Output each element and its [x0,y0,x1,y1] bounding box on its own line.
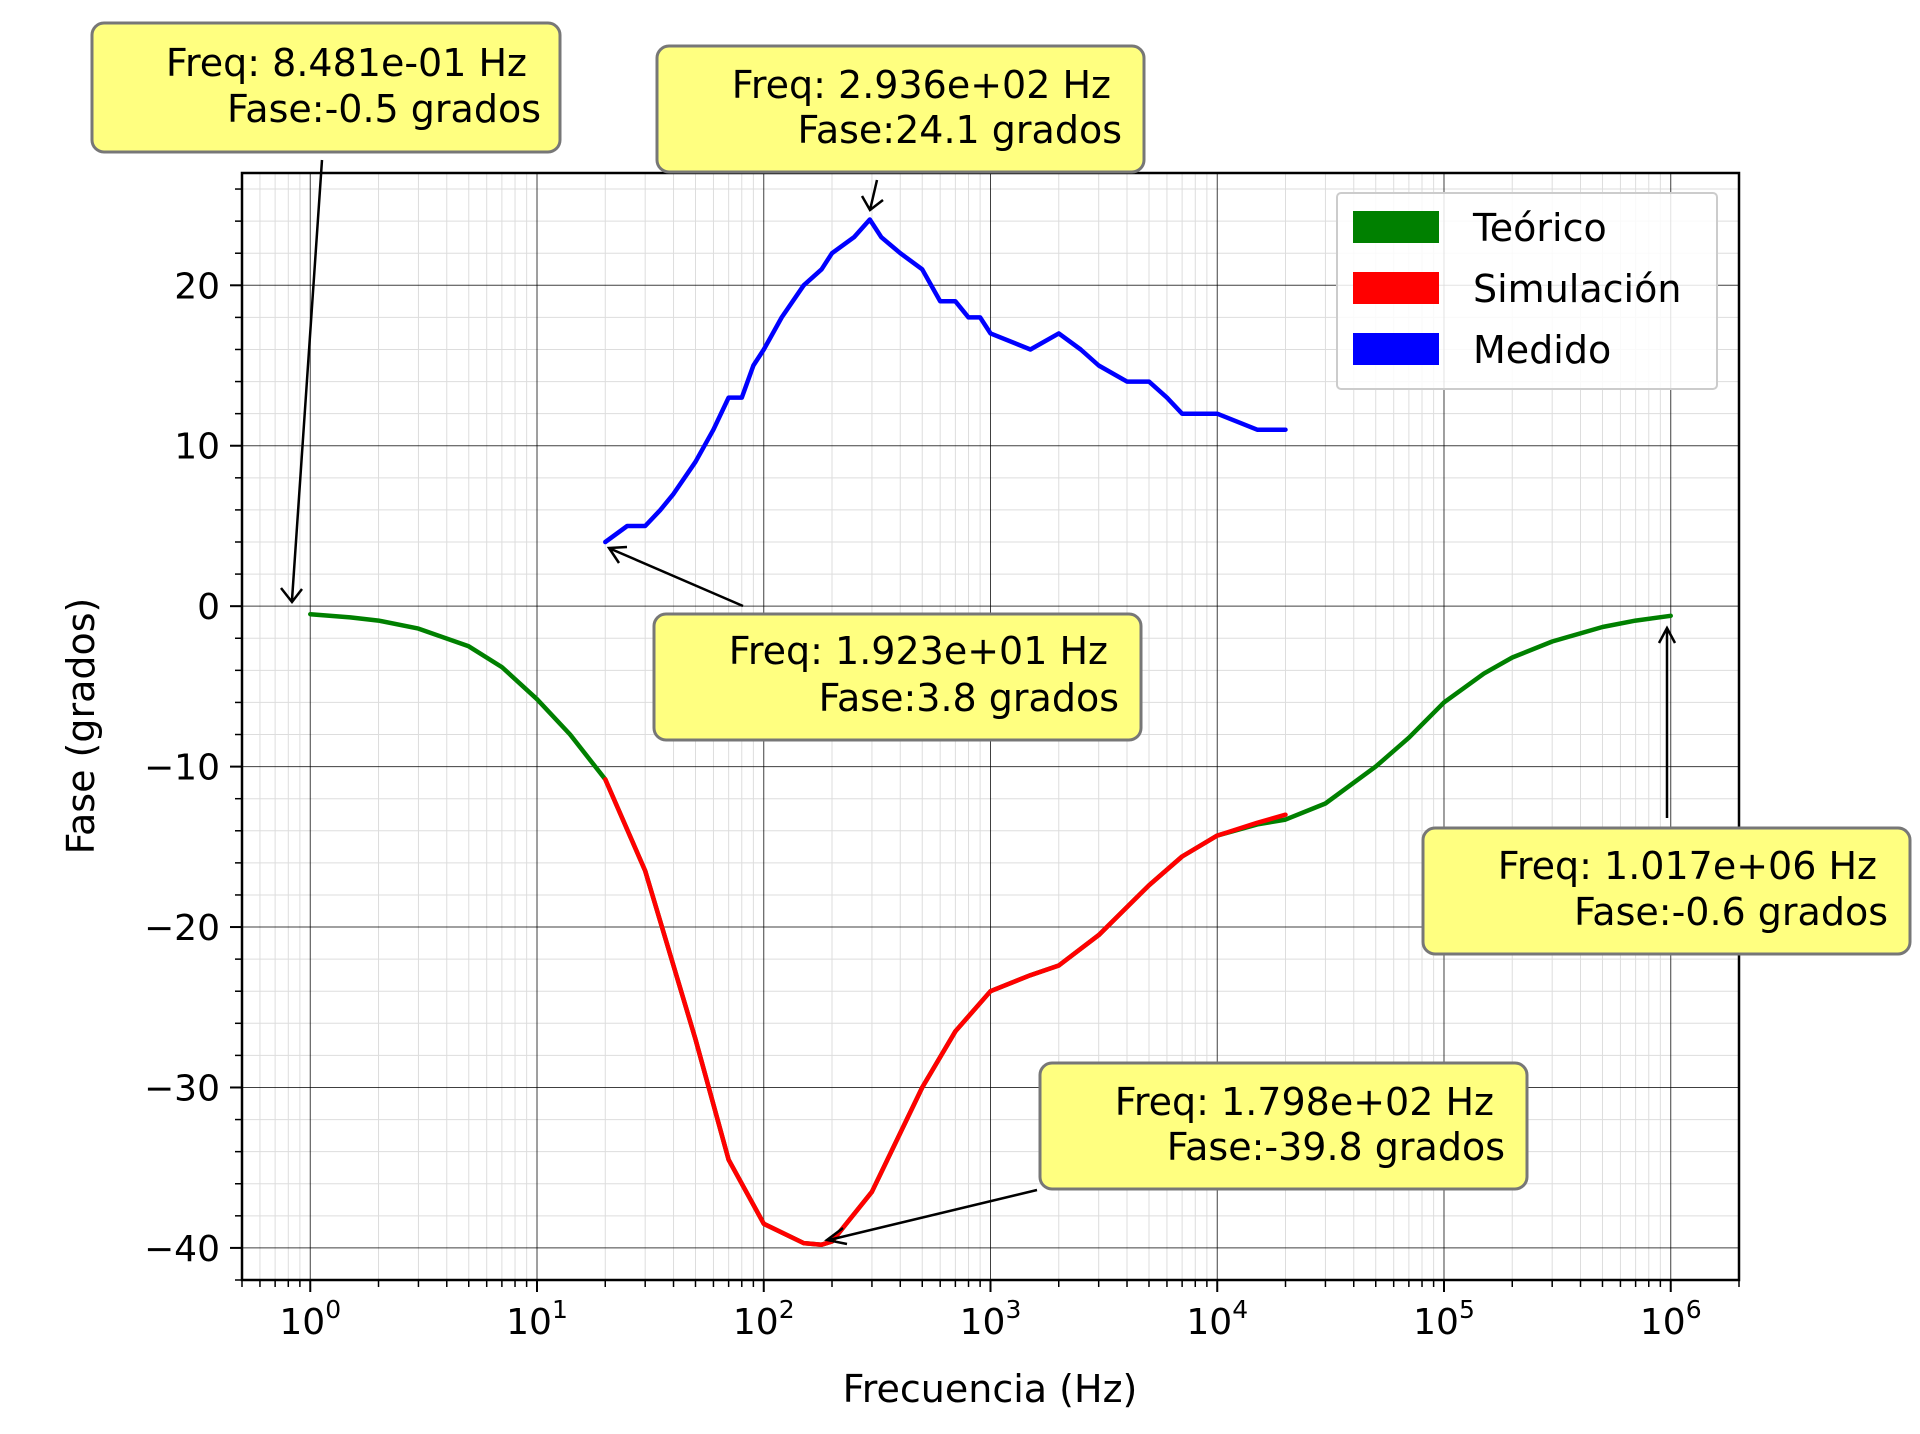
annotation-min-frequency: Freq: 8.481e-01 Hz Fase:-0.5 grados [90,21,562,605]
annotation-phase: Fase:24.1 grados [797,108,1122,152]
annotation-max-frequency: Freq: 1.017e+06 Hz Fase:-0.6 grados [1421,625,1912,956]
annotations: Freq: 8.481e-01 Hz Fase:-0.5 grados Freq… [90,21,1912,1246]
y-tick-label: −30 [144,1068,220,1109]
annotation-freq: Freq: 8.481e-01 Hz [166,41,527,85]
annotation-box [652,612,1143,742]
axis-ticks [230,188,1740,1292]
annotation-phase: Fase:-39.8 grados [1167,1125,1505,1169]
annotation-measured-peak: Freq: 2.936e+02 Hz Fase:24.1 grados [655,44,1146,212]
x-tick-label: 104 [1186,1295,1248,1343]
annotation-phase: Fase:3.8 grados [819,676,1119,720]
legend-label-medido: Medido [1473,328,1611,372]
x-tick-label: 103 [960,1295,1022,1343]
y-tick-label: −10 [144,748,220,789]
annotation-arrow [1657,625,1677,818]
annotation-phase: Fase:-0.5 grados [227,87,541,131]
annotation-arrow [860,179,884,212]
x-tick-label: 105 [1413,1295,1475,1343]
legend-swatch-simulacion [1353,272,1439,304]
annotation-box [655,44,1146,174]
x-axis-label: Frecuencia (Hz) [843,1367,1138,1411]
legend-label-simulacion: Simulación [1473,267,1681,311]
annotation-arrow [606,545,744,608]
annotation-box [1421,826,1912,956]
legend-swatch-teorico [1353,211,1439,243]
annotation-phase: Fase:-0.6 grados [1574,890,1888,934]
legend: Teórico Simulación Medido [1336,192,1718,390]
annotation-freq: Freq: 1.798e+02 Hz [1115,1080,1494,1124]
annotation-freq: Freq: 2.936e+02 Hz [732,63,1111,107]
y-tick-label: 10 [174,427,220,468]
annotation-simulation-minimum: Freq: 1.798e+02 Hz Fase:-39.8 grados [824,1061,1529,1246]
annotation-freq: Freq: 1.923e+01 Hz [729,629,1108,673]
x-tick-label: 101 [506,1295,568,1343]
x-tick-labels: 100 101 102 103 104 105 106 [279,1295,1701,1343]
y-tick-label: 0 [197,587,220,628]
x-tick-label: 106 [1640,1295,1702,1343]
annotation-box [1038,1061,1529,1191]
series-simulacion [603,777,1288,1247]
y-tick-label: −20 [144,908,220,949]
x-tick-label: 102 [733,1295,795,1343]
annotation-freq: Freq: 1.017e+06 Hz [1498,844,1877,888]
annotation-box [90,21,562,154]
y-tick-label: 20 [174,266,220,307]
series-medido [603,217,1288,545]
legend-swatch-medido [1353,333,1439,365]
annotation-measured-start: Freq: 1.923e+01 Hz Fase:3.8 grados [606,545,1143,742]
legend-label-teorico: Teórico [1472,206,1607,250]
y-axis-label: Fase (grados) [59,598,103,855]
x-tick-label: 100 [279,1295,341,1343]
y-tick-labels: 20 10 0 −10 −20 −30 −40 [144,266,220,1270]
annotation-arrow [280,159,324,605]
y-tick-label: −40 [144,1229,220,1270]
series-layer [308,217,1673,1247]
annotation-arrow [824,1188,1038,1246]
